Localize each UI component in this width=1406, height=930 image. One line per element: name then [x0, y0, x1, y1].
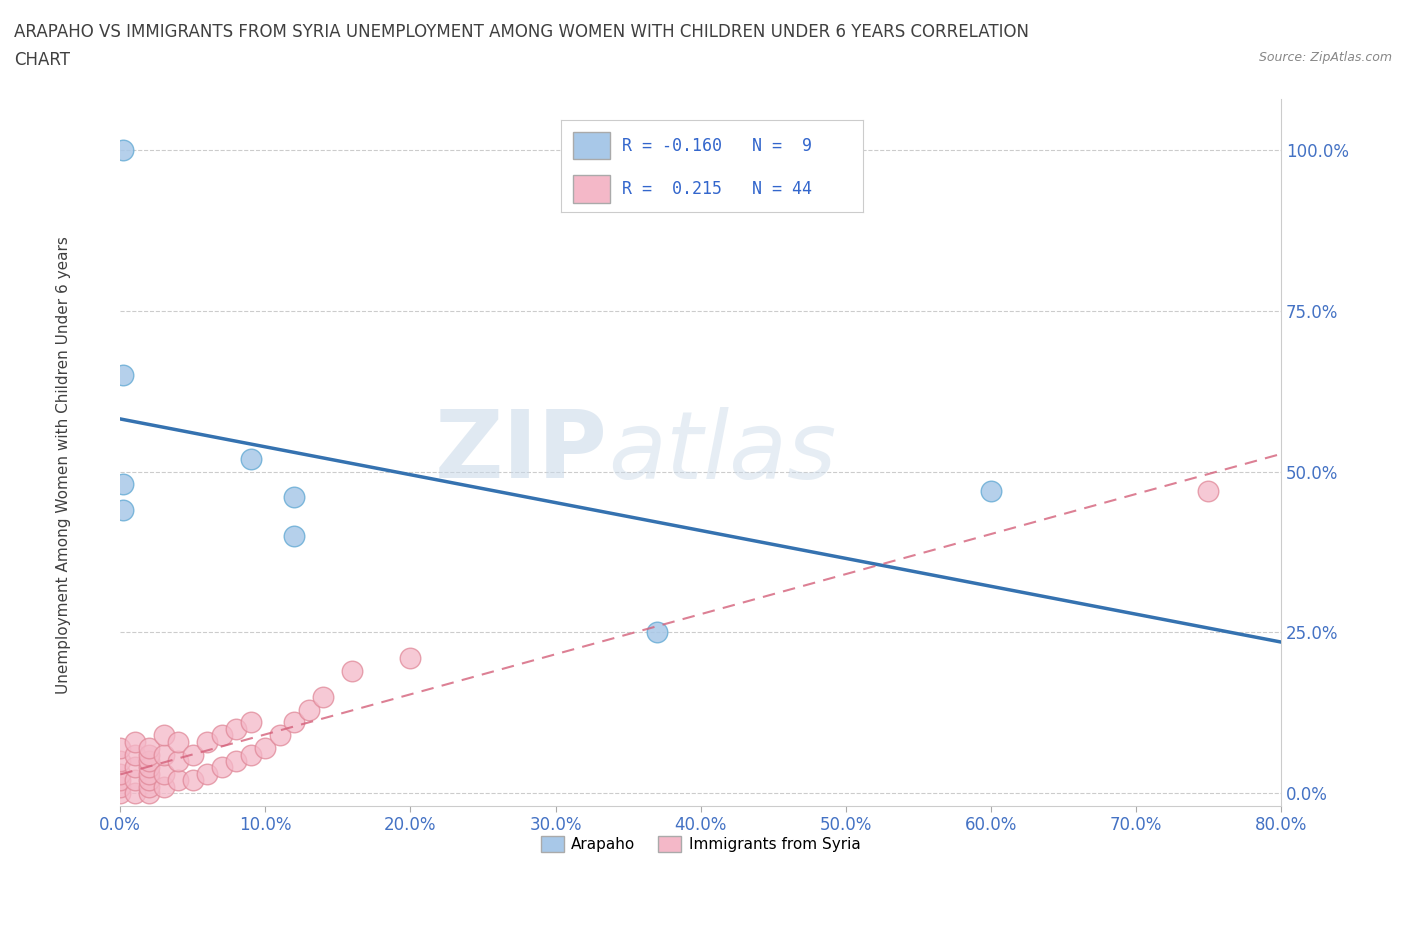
Point [138, 740, 160, 755]
Text: Source: ZipAtlas.com: Source: ZipAtlas.com [1258, 51, 1392, 64]
Point [110, 753, 132, 768]
Point [138, 786, 160, 801]
Point [239, 747, 262, 762]
Point [138, 779, 160, 794]
Point [167, 734, 190, 749]
Point [211, 760, 233, 775]
Text: ZIP: ZIP [434, 406, 607, 498]
Point [283, 490, 305, 505]
Point [110, 766, 132, 781]
Point [138, 760, 160, 775]
Point [225, 753, 247, 768]
Point [980, 484, 1002, 498]
Point [110, 779, 132, 794]
Point [153, 766, 176, 781]
Text: Unemployment Among Women with Children Under 6 years: Unemployment Among Women with Children U… [56, 236, 70, 694]
Point [124, 747, 146, 762]
Point [283, 715, 305, 730]
Point [153, 747, 176, 762]
Point [138, 766, 160, 781]
Point [211, 728, 233, 743]
Point [195, 766, 218, 781]
Point [239, 451, 262, 466]
Point [124, 734, 146, 749]
Point [312, 689, 335, 704]
Point [153, 728, 176, 743]
Text: ARAPAHO VS IMMIGRANTS FROM SYRIA UNEMPLOYMENT AMONG WOMEN WITH CHILDREN UNDER 6 : ARAPAHO VS IMMIGRANTS FROM SYRIA UNEMPLO… [14, 23, 1029, 41]
Point [239, 715, 262, 730]
Point [645, 625, 668, 640]
Point [181, 747, 204, 762]
Point [124, 760, 146, 775]
Point [225, 722, 247, 737]
Point [110, 773, 132, 788]
Point [269, 728, 291, 743]
Point [153, 779, 176, 794]
Point [167, 773, 190, 788]
Point [138, 747, 160, 762]
Point [342, 663, 364, 678]
Point [399, 651, 422, 666]
Point [138, 773, 160, 788]
Point [1197, 484, 1219, 498]
Legend: Arapaho, Immigrants from Syria: Arapaho, Immigrants from Syria [534, 830, 866, 858]
Point [138, 753, 160, 768]
Point [181, 773, 204, 788]
Point [112, 142, 135, 157]
Point [110, 740, 132, 755]
Point [112, 367, 135, 382]
Point [124, 773, 146, 788]
Point [298, 702, 321, 717]
Text: atlas: atlas [607, 406, 837, 498]
Point [124, 786, 146, 801]
Text: CHART: CHART [14, 51, 70, 69]
Point [283, 528, 305, 543]
Point [167, 753, 190, 768]
Point [254, 740, 277, 755]
Point [112, 503, 135, 518]
Point [110, 786, 132, 801]
Point [195, 734, 218, 749]
Point [112, 477, 135, 492]
